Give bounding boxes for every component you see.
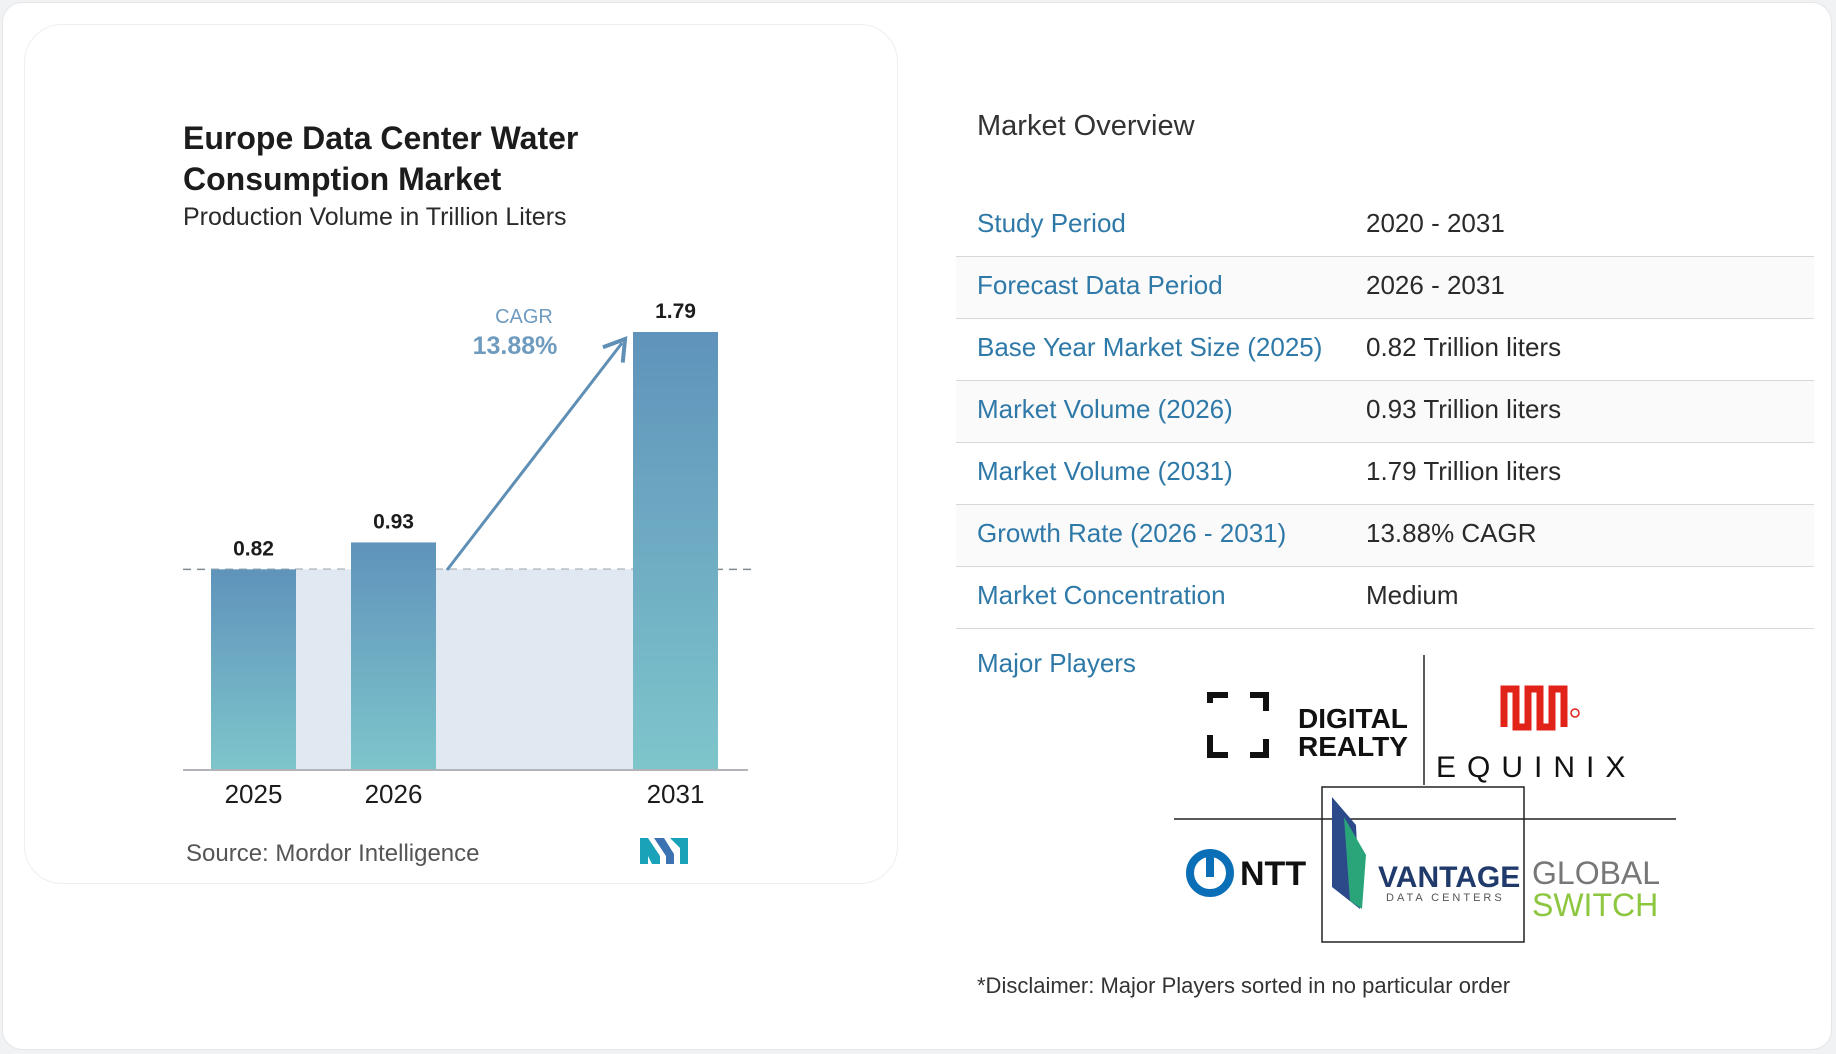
overview-row: Base Year Market Size (2025) 0.82 Trilli…: [956, 319, 1814, 381]
overview-row: Growth Rate (2026 - 2031) 13.88% CAGR: [956, 505, 1814, 567]
vantage-wordmark: VANTAGE: [1378, 861, 1520, 894]
vantage-subtitle: DATA CENTERS: [1386, 892, 1505, 904]
ntt-ring-icon: [1186, 849, 1234, 897]
overview-key: Market Volume (2031): [977, 456, 1233, 486]
global-switch-text-part1: GL: [1532, 855, 1575, 891]
global-switch-line2: SWITCH: [1532, 887, 1658, 923]
disclaimer: *Disclaimer: Major Players sorted in no …: [977, 973, 1511, 998]
overview-key: Base Year Market Size (2025): [977, 332, 1323, 362]
bar-2031: [633, 332, 718, 770]
x-tick-label: 2031: [647, 779, 705, 809]
ntt-logo: NTT: [1186, 849, 1306, 897]
overview-key: Market Volume (2026): [977, 394, 1233, 424]
cagr-label: CAGR: [495, 306, 553, 328]
digital-realty-line1: DIGITAL: [1298, 703, 1408, 734]
overview-row: Market Concentration Medium: [956, 567, 1814, 629]
digital-realty-line2: REALTY: [1298, 731, 1408, 762]
overview-value: 0.82 Trillion liters: [1366, 332, 1562, 362]
global-switch-text-part2: BAL: [1600, 855, 1660, 891]
x-tick-label: 2026: [365, 779, 423, 809]
overview-value: 2026 - 2031: [1366, 270, 1505, 300]
bar-chart: 0.82 2025 0.93 2026 1.79 2031 CAGR 13.88%: [183, 300, 752, 809]
cagr-value: 13.88%: [473, 332, 558, 360]
equinix-wordmark: EQUINIX: [1436, 751, 1636, 784]
svg-text:GLOBAL: GLOBAL: [1532, 855, 1660, 891]
bar-value-label: 0.82: [233, 537, 274, 560]
equinix-logo: EQUINIX: [1436, 685, 1636, 784]
global-switch-logo: GLOBAL SWITCH: [1532, 855, 1660, 923]
vantage-sail-icon: [1332, 797, 1366, 909]
bar-2026: [351, 542, 436, 770]
x-tick-label: 2025: [225, 779, 283, 809]
cagr-arrow: [445, 336, 628, 571]
source-name: Mordor Intelligence: [275, 840, 480, 867]
market-overview-table: Study Period 2020 - 2031 Forecast Data P…: [956, 195, 1814, 629]
source-line: Source: Mordor Intelligence: [186, 840, 480, 868]
global-switch-o-icon: O: [1575, 855, 1600, 891]
registered-mark-icon: [1570, 708, 1580, 718]
chart-title: Europe Data Center Water Consumption Mar…: [183, 120, 579, 197]
market-overview-title: Market Overview: [977, 110, 1195, 142]
mordor-logo-icon: [640, 838, 688, 864]
overview-value: 1.79 Trillion liters: [1366, 456, 1562, 486]
overview-key: Study Period: [977, 208, 1126, 238]
overview-value: Medium: [1366, 580, 1459, 610]
bar-2025: [211, 569, 296, 770]
ntt-wordmark: NTT: [1240, 855, 1306, 893]
overview-key: Market Concentration: [977, 580, 1226, 610]
chart-subtitle: Production Volume in Trillion Liters: [183, 203, 567, 231]
digital-realty-bracket-icon: [1207, 692, 1269, 758]
equinix-emblem-icon: [1500, 685, 1568, 731]
major-players-logos: DIGITAL REALTY EQUINIX NTT VANTAGE DATA …: [1174, 655, 1676, 943]
bar-value-label: 0.93: [373, 510, 414, 533]
overview-key: Growth Rate (2026 - 2031): [977, 518, 1287, 548]
overview-row: Study Period 2020 - 2031: [956, 195, 1814, 257]
overview-row: Market Volume (2026) 0.93 Trillion liter…: [956, 381, 1814, 443]
overview-value: 13.88% CAGR: [1366, 518, 1537, 548]
overview-row: Market Volume (2031) 1.79 Trillion liter…: [956, 443, 1814, 505]
overview-value: 2020 - 2031: [1366, 208, 1505, 238]
bar-value-label: 1.79: [655, 300, 696, 323]
digital-realty-logo: DIGITAL REALTY: [1207, 692, 1408, 762]
major-players-label: Major Players: [977, 648, 1136, 678]
vantage-logo: VANTAGE DATA CENTERS: [1332, 797, 1520, 909]
overview-key: Forecast Data Period: [977, 270, 1223, 300]
source-label: Source:: [186, 840, 269, 867]
overview-value: 0.93 Trillion liters: [1366, 394, 1562, 424]
overview-row: Forecast Data Period 2026 - 2031: [956, 257, 1814, 319]
